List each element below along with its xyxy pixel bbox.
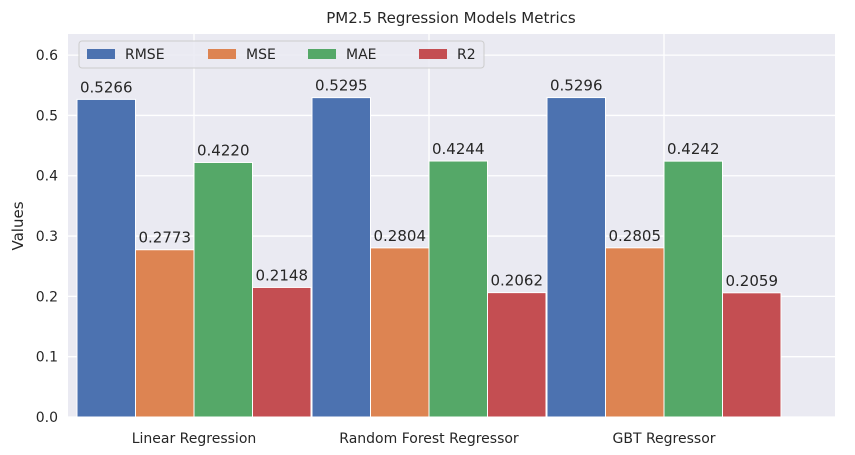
- data-label: 0.2148: [256, 266, 309, 284]
- x-axis-ticks: Linear Regression Random Forest Regressor…: [132, 431, 716, 447]
- legend-swatch: [419, 49, 447, 59]
- legend-label: RMSE: [125, 47, 165, 63]
- bar-mae-0: [193, 161, 253, 418]
- legend-swatch: [87, 49, 115, 59]
- bar-r2-0: [252, 286, 312, 418]
- bars: [76, 97, 782, 418]
- bar-r2-2: [722, 292, 782, 418]
- bar-mse-0: [135, 249, 195, 418]
- legend-label: R2: [457, 47, 476, 63]
- bar-mse-1: [370, 247, 430, 418]
- y-tick-label: 0.6: [36, 48, 58, 64]
- bar-rmse-0: [76, 98, 136, 418]
- legend-label: MAE: [346, 47, 377, 63]
- y-tick-label: 0.0: [36, 410, 58, 426]
- bar-mae-2: [663, 160, 723, 418]
- y-tick-label: 0.4: [36, 169, 58, 185]
- legend: RMSE MSE MAE R2: [78, 40, 485, 69]
- x-tick-label: GBT Regressor: [612, 431, 715, 447]
- data-label: 0.5295: [315, 77, 368, 95]
- bar-mse-2: [605, 247, 665, 418]
- legend-box: [78, 40, 485, 69]
- y-axis-ticks: 0.0 0.1 0.2 0.3 0.4 0.5 0.6: [36, 48, 58, 426]
- legend-swatch: [208, 49, 236, 59]
- data-label: 0.2062: [491, 272, 544, 290]
- x-tick-label: Linear Regression: [132, 431, 257, 447]
- data-label: 0.5296: [550, 77, 603, 95]
- y-axis-label: Values: [9, 201, 27, 250]
- legend-swatch: [308, 49, 336, 59]
- data-label: 0.4220: [197, 141, 250, 159]
- data-label: 0.4242: [667, 140, 720, 158]
- data-labels: 0.5266 0.5295 0.5296 0.2773 0.2804 0.2805 0.42…: [80, 77, 778, 290]
- data-label: 0.2773: [139, 229, 192, 247]
- bar-mae-1: [428, 160, 488, 418]
- data-label: 0.2805: [609, 227, 662, 245]
- data-label: 0.5266: [80, 78, 133, 96]
- y-tick-label: 0.2: [36, 289, 58, 305]
- chart-title: PM2.5 Regression Models Metrics: [326, 9, 576, 27]
- x-tick-label: Random Forest Regressor: [339, 431, 519, 447]
- data-label: 0.2059: [726, 272, 779, 290]
- data-label: 0.2804: [374, 227, 427, 245]
- bar-rmse-2: [546, 97, 606, 418]
- y-tick-label: 0.1: [36, 350, 58, 366]
- y-tick-label: 0.3: [36, 229, 58, 245]
- bar-rmse-1: [311, 97, 371, 418]
- y-tick-label: 0.5: [36, 108, 58, 124]
- bar-r2-1: [487, 292, 547, 418]
- data-label: 0.4244: [432, 140, 485, 158]
- legend-label: MSE: [246, 47, 276, 63]
